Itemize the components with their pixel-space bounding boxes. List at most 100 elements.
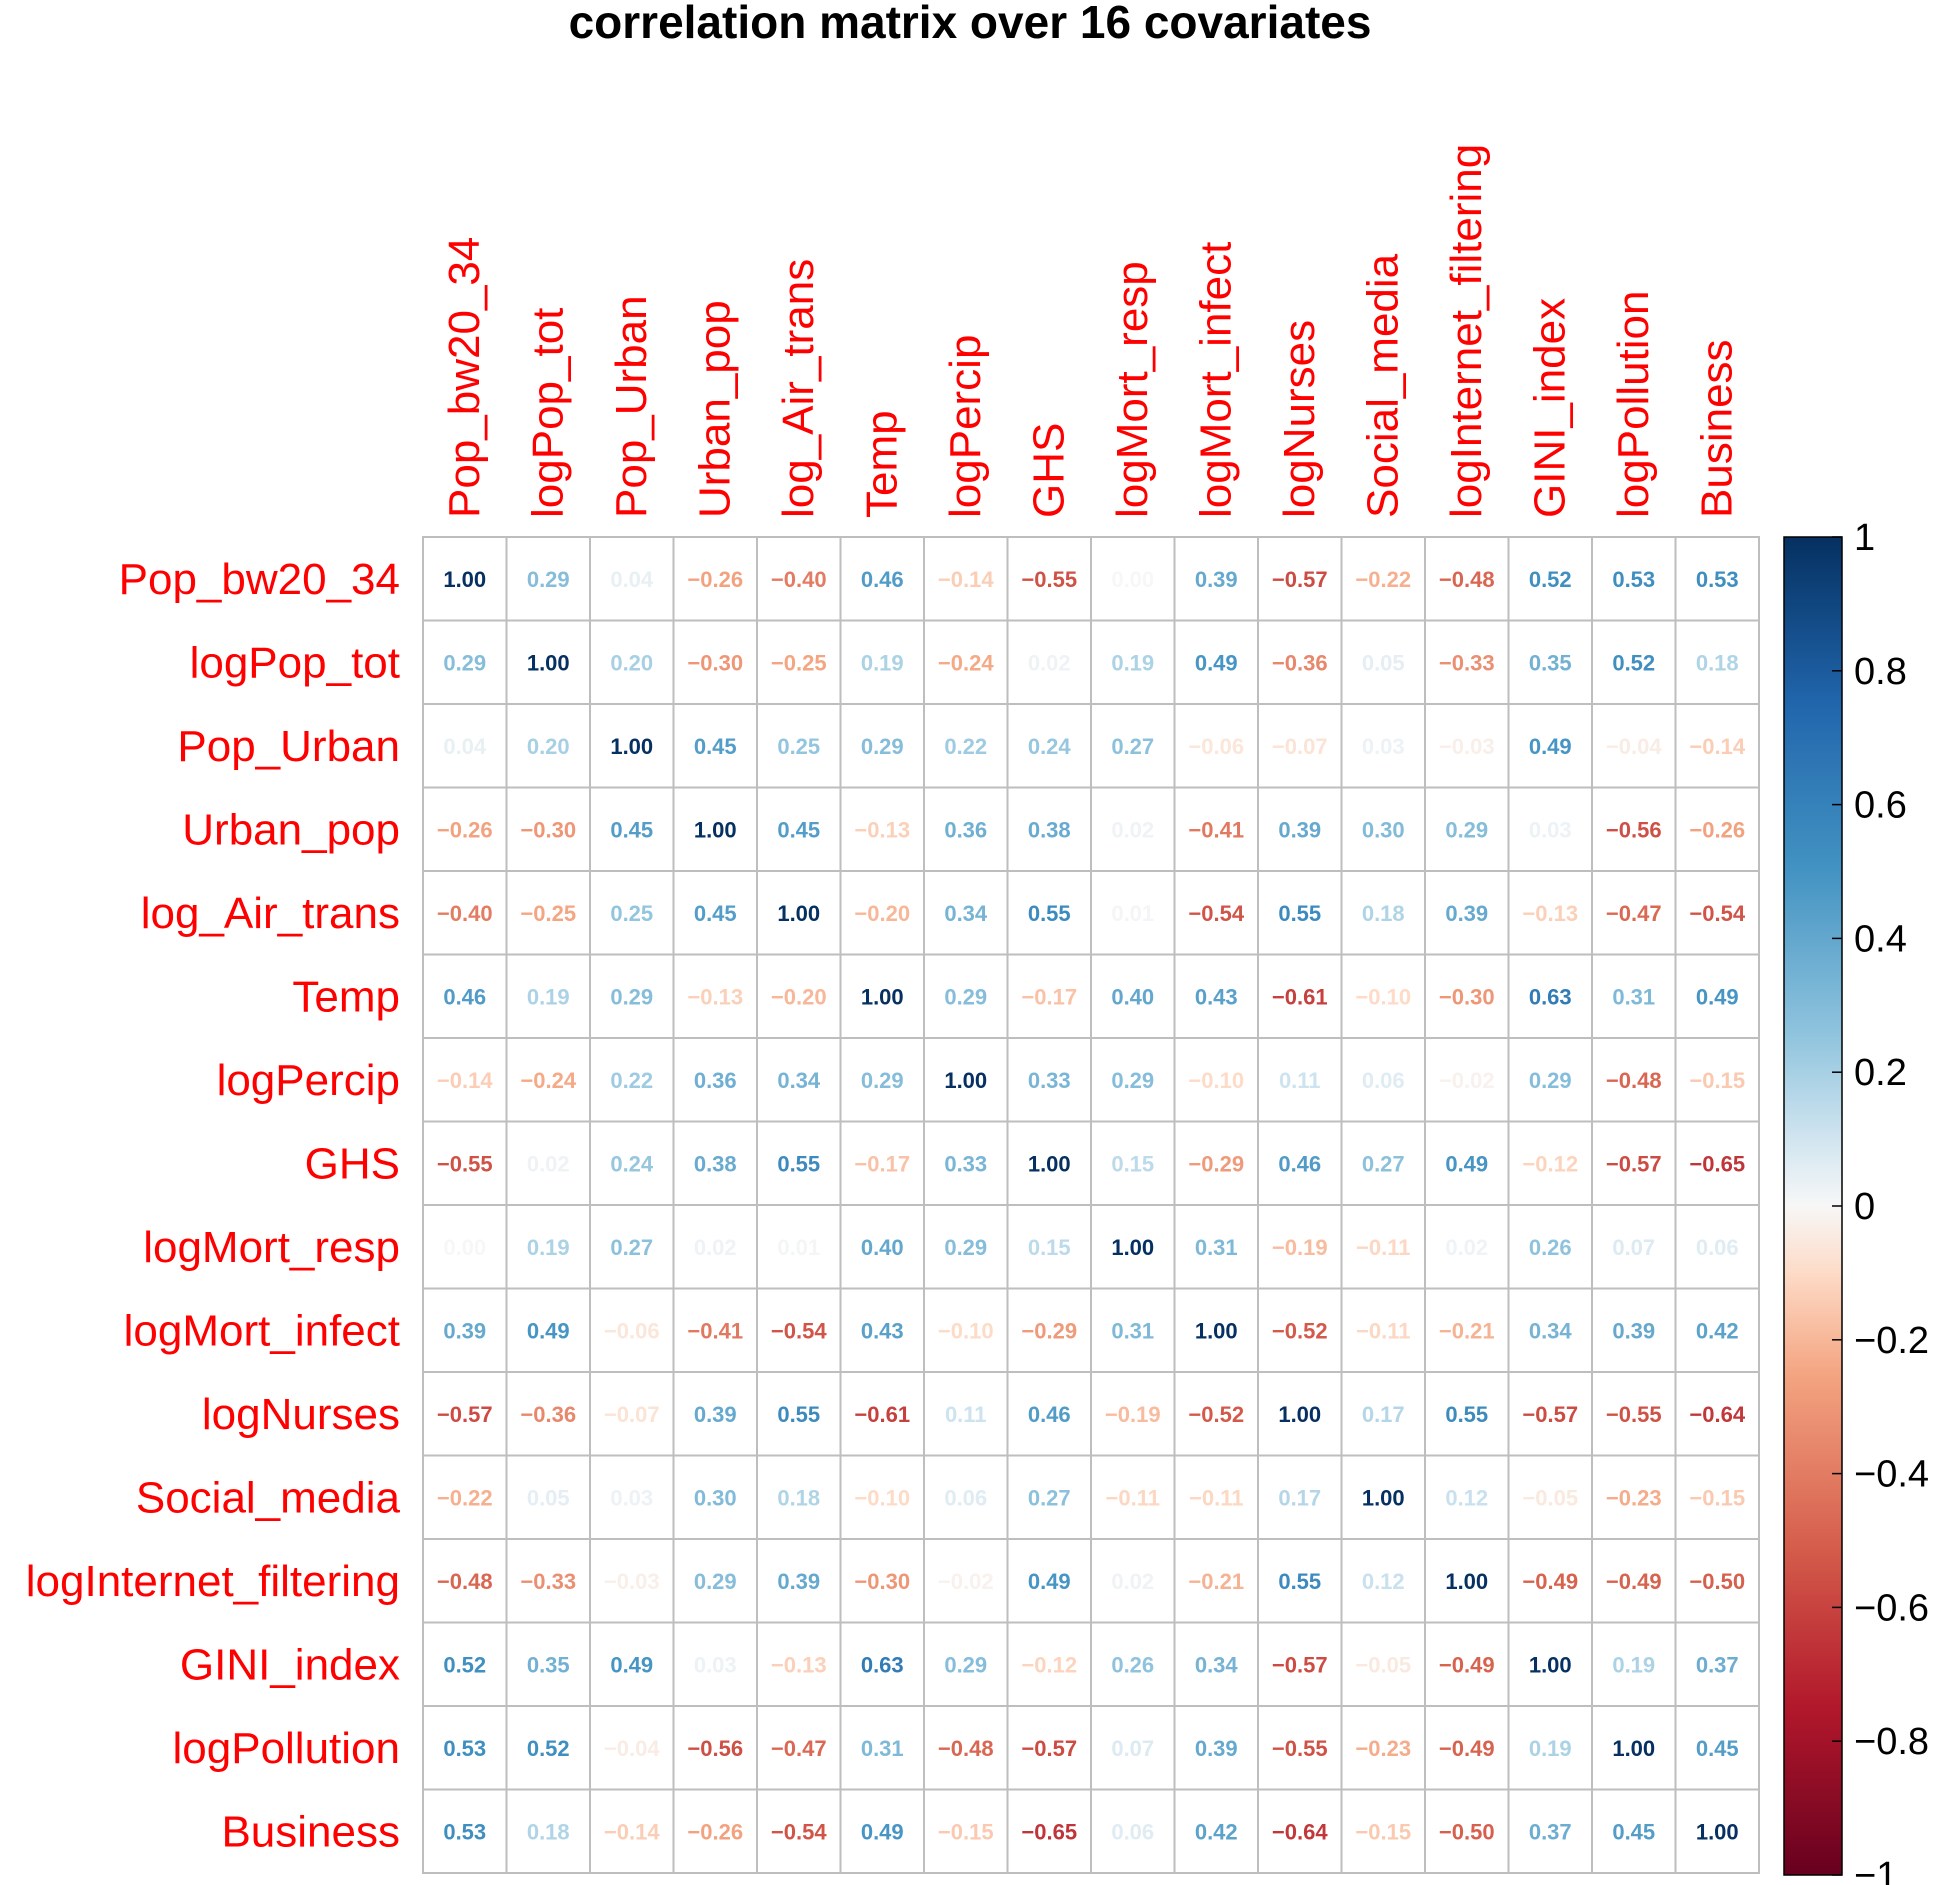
cell-value: 0.53 [1696, 567, 1739, 592]
cell [1507, 1204, 1593, 1290]
col-label-logPercip: logPercip [941, 335, 990, 518]
cell [589, 619, 675, 705]
cell-value: −0.55 [1606, 1402, 1662, 1427]
cell-value: 1.00 [1529, 1652, 1572, 1677]
cell-value: 1.00 [944, 1068, 987, 1093]
cell-value: 0.30 [694, 1485, 737, 1510]
cell-value: 0.27 [1362, 1151, 1405, 1176]
cell-value: −0.57 [1272, 1652, 1328, 1677]
cell [672, 953, 758, 1039]
col-label-logMort_infect: logMort_infect [1191, 242, 1240, 518]
cell-value: 0.37 [1696, 1652, 1739, 1677]
colorbar-tick-label: −0.2 [1854, 1320, 1929, 1362]
cell [1006, 786, 1092, 872]
cell-value: 0.19 [861, 650, 904, 675]
cell-value: 0.18 [527, 1819, 570, 1844]
cell [1340, 1705, 1426, 1791]
cell-value: −0.49 [1439, 1652, 1495, 1677]
cell [505, 870, 591, 956]
cell [1674, 953, 1760, 1039]
col-label-logInternet_filtering: logInternet_filtering [1442, 144, 1491, 518]
cell [839, 536, 925, 622]
cell-value: −0.21 [1188, 1569, 1244, 1594]
cell-value: 0.52 [1612, 650, 1655, 675]
cell-value: −0.30 [1439, 984, 1495, 1009]
cell-value: 0.29 [944, 1235, 987, 1260]
cell-value: −0.47 [1606, 901, 1662, 926]
cell-value: 0.29 [1111, 1068, 1154, 1093]
cell [1424, 1705, 1510, 1791]
cell [1674, 1538, 1760, 1624]
cell-value: 0.02 [1445, 1235, 1488, 1260]
colorbar-ticks: 1 0.8 0.6 0.4 0.2 0 −0.2 −0.4 −0.6 −0.8 −1 [1832, 517, 1929, 1885]
cell-value: 0.39 [443, 1318, 486, 1343]
row-labels: Pop_bw20_34 logPop_tot Pop_Urban Urban_popl… [26, 555, 401, 1857]
cell [1340, 536, 1426, 622]
cell [589, 870, 675, 956]
col-label-logPop_tot: logPop_tot [523, 308, 572, 518]
cell [1257, 1204, 1343, 1290]
cell [1173, 1204, 1259, 1290]
cell [1424, 786, 1510, 872]
cell-value: 0.46 [1278, 1151, 1321, 1176]
cell-value: 0.39 [694, 1402, 737, 1427]
cell [1674, 1120, 1760, 1206]
cell-value: −0.54 [1689, 901, 1745, 926]
cell-value: −0.57 [1272, 567, 1328, 592]
cell-value: 0.39 [1612, 1318, 1655, 1343]
cell-value: 0.29 [1445, 817, 1488, 842]
col-label-logMort_resp: logMort_resp [1108, 261, 1157, 518]
cell [1006, 1788, 1092, 1874]
cell [1424, 1621, 1510, 1707]
cell [1090, 1037, 1176, 1123]
cell [589, 1454, 675, 1540]
cell-value: 0.31 [1612, 984, 1655, 1009]
cell [505, 1705, 591, 1791]
cell [1257, 786, 1343, 872]
cell [1424, 703, 1510, 789]
cell-value: −0.04 [604, 1736, 660, 1761]
col-label-Business: Business [1692, 339, 1741, 518]
cell-value: 0.06 [1362, 1068, 1405, 1093]
cell-value: 0.17 [1278, 1485, 1321, 1510]
cell-value: −0.26 [437, 817, 493, 842]
cell-value: −0.07 [1272, 734, 1328, 759]
cell-value: −0.14 [1689, 734, 1745, 759]
cell [589, 1538, 675, 1624]
cell-value: −0.12 [1522, 1151, 1578, 1176]
cell-value: 0.63 [1529, 984, 1572, 1009]
col-label-logPollution: logPollution [1609, 291, 1658, 519]
cell-value: 0.03 [610, 1485, 653, 1510]
cell [505, 1621, 591, 1707]
row-label-Business: Business [221, 1807, 400, 1856]
cell-value: 0.26 [1111, 1652, 1154, 1677]
cell [505, 1037, 591, 1123]
cell-value: −0.04 [1606, 734, 1662, 759]
cell-value: 0.29 [527, 567, 570, 592]
cell-value: −0.57 [1522, 1402, 1578, 1427]
cell [1006, 1120, 1092, 1206]
colorbar-tick-label: 0.8 [1854, 651, 1907, 693]
cell-value: 0.03 [1529, 817, 1572, 842]
cell-value: 0.06 [944, 1485, 987, 1510]
cell [1340, 1454, 1426, 1540]
row-label-Pop_Urban: Pop_Urban [177, 722, 400, 771]
cell [1006, 953, 1092, 1039]
cell [1006, 1705, 1092, 1791]
cell-value: 1.00 [1195, 1318, 1238, 1343]
cell-value: 0.53 [443, 1736, 486, 1761]
cell-value: 0.18 [777, 1485, 820, 1510]
cell [505, 786, 591, 872]
cell [589, 1037, 675, 1123]
cell-value: 0.29 [1529, 1068, 1572, 1093]
colorbar-tick-label: −0.6 [1854, 1587, 1929, 1629]
cell [1591, 703, 1677, 789]
cell [505, 619, 591, 705]
cell [839, 1371, 925, 1457]
cell-value: 0.49 [527, 1318, 570, 1343]
cell [505, 1788, 591, 1874]
cell [589, 1120, 675, 1206]
cell [672, 1538, 758, 1624]
cell-value: 0.55 [1278, 1569, 1321, 1594]
cell [839, 1788, 925, 1874]
